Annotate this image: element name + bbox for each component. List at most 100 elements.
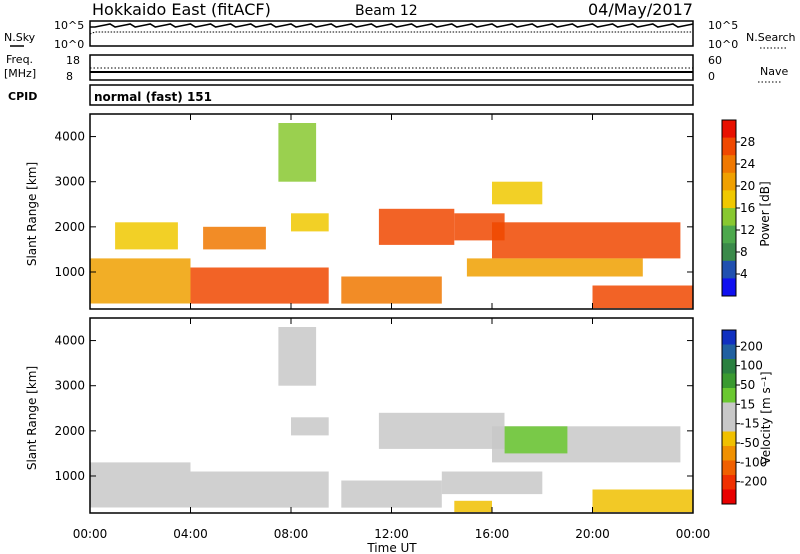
- noise-traces: [89, 23, 694, 35]
- x-tick-label: 00:00: [73, 527, 108, 541]
- x-tick-label: 00:00: [676, 527, 711, 541]
- heatmap-band: [291, 417, 329, 436]
- velocity-ylabel: Slant Range [km]: [25, 366, 39, 470]
- velocity-y-axis: 1000 2000 3000 4000: [54, 334, 693, 483]
- beam-label: Beam 12: [355, 3, 418, 19]
- velocity-colorbar: 200 100 50 15 -15 -50 -100 -200: [721, 329, 767, 505]
- heatmap-band: [492, 222, 681, 259]
- colorbar-swatch: [722, 359, 736, 374]
- colorbar-swatch: [722, 388, 736, 403]
- colorbar-tick-label: -100: [740, 455, 767, 469]
- colorbar-tick-label: 100: [740, 359, 763, 373]
- heatmap-band: [454, 500, 492, 513]
- cpid-panel-frame: [89, 84, 694, 106]
- freq-left-tick-top: 18: [66, 54, 80, 67]
- heatmap-band: [278, 123, 317, 182]
- colorbar-frame: [721, 329, 737, 505]
- velocity-colorbar-label: Velocity [m s⁻¹]: [759, 371, 773, 464]
- colorbar-tick-label: 200: [740, 339, 763, 353]
- colorbar-swatch: [722, 417, 736, 432]
- colorbar-swatch: [722, 190, 736, 209]
- colorbar-tick-label: -50: [740, 436, 760, 450]
- colorbar-swatch: [722, 446, 736, 461]
- heatmap-band: [378, 412, 505, 449]
- heatmap-band: [115, 222, 178, 250]
- x-tick-label: 12:00: [374, 527, 409, 541]
- velocity-heatmap: [90, 327, 693, 513]
- heatmap-band: [592, 285, 693, 309]
- power-colorbar-label: Power [dB]: [758, 181, 772, 246]
- colorbar-swatch: [722, 155, 736, 174]
- y-tick-label: 1000: [54, 469, 85, 483]
- y-tick-label: 4000: [54, 130, 85, 144]
- colorbar-swatch: [722, 120, 736, 139]
- heatmap-band: [190, 267, 329, 304]
- colorbar-tick-label: 24: [740, 157, 755, 171]
- noise-left-tick-bottom: 10^0: [54, 38, 84, 51]
- colorbar-swatch: [722, 260, 736, 279]
- colorbar-swatch: [722, 172, 736, 191]
- noise-left-tick-top: 10^5: [54, 19, 84, 32]
- colorbar-tick-label: 15: [740, 397, 755, 411]
- colorbar-swatch: [722, 208, 736, 227]
- colorbar-swatch: [722, 489, 736, 505]
- x-axis-label: Time UT: [366, 541, 417, 554]
- y-tick-label: 1000: [54, 265, 85, 279]
- colorbar-tick-label: -200: [740, 475, 767, 489]
- heatmap-band: [504, 426, 568, 454]
- heatmap-band: [203, 226, 266, 250]
- heatmap-band: [291, 213, 329, 232]
- colorbar-swatch: [722, 137, 736, 156]
- y-tick-label: 3000: [54, 379, 85, 393]
- colorbar-swatch: [722, 402, 736, 418]
- heatmap-band: [441, 471, 543, 495]
- x-tick-label: 08:00: [274, 527, 309, 541]
- heatmap-band: [278, 327, 317, 386]
- colorbar-tick-label: 4: [740, 267, 748, 281]
- heatmap-band: [378, 208, 455, 245]
- freq-right-tick-top: 60: [708, 54, 722, 67]
- noise-right-tick-bottom: 10^0: [708, 38, 738, 51]
- date-label: 04/May/2017: [588, 0, 693, 19]
- sky-noise-line: [90, 23, 694, 28]
- heatmap-band: [341, 480, 442, 508]
- freq-left-label-2: [MHz]: [4, 67, 36, 80]
- y-tick-label: 3000: [54, 175, 85, 189]
- time-axis: 00:00 04:00 08:00 12:00 16:00 20:00 00:00: [73, 114, 711, 541]
- freq-left-label-1: Freq.: [6, 53, 33, 66]
- colorbar-tick-label: 20: [740, 179, 755, 193]
- colorbar-tick-label: 50: [740, 378, 755, 392]
- noise-left-label: N.Sky: [4, 31, 36, 44]
- heatmap-band: [492, 181, 543, 205]
- colorbar-swatch: [722, 225, 736, 244]
- heatmap-band: [90, 462, 191, 508]
- search-noise-line: [89, 31, 693, 35]
- colorbar-tick-label: 12: [740, 223, 755, 237]
- power-y-axis: 1000 2000 3000 4000: [54, 130, 693, 279]
- nave-label: Nave: [760, 65, 788, 78]
- heatmap-band: [592, 489, 693, 513]
- y-tick-label: 2000: [54, 220, 85, 234]
- colorbar-swatch: [722, 278, 736, 297]
- power-ylabel: Slant Range [km]: [25, 162, 39, 266]
- y-tick-label: 4000: [54, 334, 85, 348]
- heatmap-band: [90, 258, 191, 304]
- heatmap-band: [466, 258, 643, 277]
- heatmap-band: [341, 276, 442, 304]
- heatmap-band: [190, 471, 329, 508]
- colorbar-tick-label: -15: [740, 417, 760, 431]
- colorbar-swatch: [722, 431, 736, 447]
- x-tick-label: 16:00: [475, 527, 510, 541]
- colorbar-swatch: [722, 475, 736, 490]
- freq-right-tick-bottom: 0: [708, 70, 715, 83]
- x-tick-label: 20:00: [575, 527, 610, 541]
- cpid-label: CPID: [8, 90, 37, 103]
- station-title: Hokkaido East (fitACF): [92, 0, 271, 19]
- colorbar-tick-label: 16: [740, 201, 755, 215]
- colorbar-swatch: [722, 243, 736, 262]
- colorbar-tick-label: 8: [740, 245, 748, 259]
- cpid-mode-text: normal (fast) 151: [94, 90, 212, 104]
- colorbar-swatch: [722, 373, 736, 389]
- power-heatmap: [90, 123, 693, 309]
